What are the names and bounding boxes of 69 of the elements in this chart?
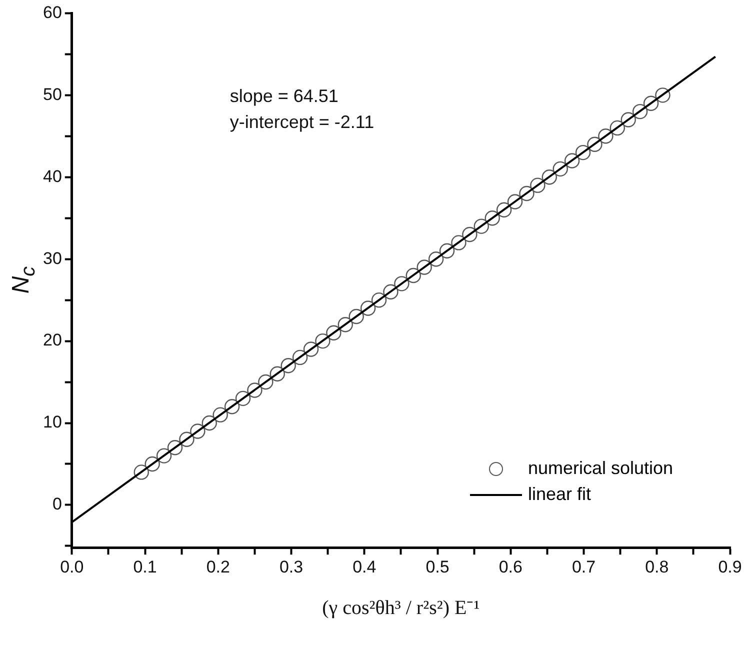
x-tick-label: 0.9 bbox=[718, 557, 742, 576]
x-tick-label: 0.5 bbox=[426, 557, 450, 576]
point bbox=[134, 464, 149, 480]
x-tick-label: 0.7 bbox=[572, 557, 596, 576]
point bbox=[315, 333, 330, 349]
point bbox=[632, 104, 648, 120]
point bbox=[439, 243, 455, 258]
y-tick-label: 60 bbox=[42, 2, 62, 22]
point bbox=[383, 284, 398, 300]
point bbox=[348, 308, 364, 324]
y-tick-label: 0 bbox=[52, 494, 62, 514]
point bbox=[474, 218, 489, 234]
point bbox=[224, 399, 240, 414]
point bbox=[326, 325, 342, 340]
point bbox=[575, 144, 591, 160]
point bbox=[507, 194, 523, 210]
point bbox=[235, 390, 251, 406]
x-tick-label: 0.3 bbox=[279, 557, 304, 576]
point bbox=[643, 96, 659, 111]
x-tick-label: 0.6 bbox=[498, 557, 522, 576]
point bbox=[338, 317, 353, 332]
point bbox=[270, 366, 285, 382]
point bbox=[303, 342, 319, 357]
point bbox=[451, 235, 466, 250]
point bbox=[519, 186, 534, 202]
point bbox=[598, 128, 614, 144]
point bbox=[144, 456, 160, 472]
point bbox=[190, 424, 206, 439]
point bbox=[530, 178, 546, 193]
y-tick-label: 20 bbox=[42, 330, 62, 350]
point bbox=[610, 120, 625, 136]
point bbox=[462, 226, 478, 242]
point bbox=[212, 407, 228, 422]
point bbox=[484, 210, 500, 226]
point bbox=[156, 448, 172, 464]
point bbox=[564, 153, 580, 168]
point bbox=[587, 136, 602, 152]
point bbox=[406, 268, 421, 284]
point bbox=[496, 202, 512, 218]
legend-label: linear fit bbox=[528, 484, 592, 506]
annotation: slope = 64.51 bbox=[230, 85, 338, 108]
y-tick-label: 30 bbox=[42, 248, 62, 268]
x-tick-label: 0.2 bbox=[206, 557, 230, 576]
point bbox=[280, 358, 296, 374]
point bbox=[179, 432, 194, 448]
point bbox=[258, 374, 274, 390]
x-tick-label: 0.1 bbox=[133, 557, 157, 576]
annotation: y-intercept = -2.11 bbox=[230, 111, 374, 134]
point bbox=[247, 382, 262, 398]
point bbox=[202, 415, 217, 431]
point bbox=[416, 260, 432, 275]
point bbox=[655, 88, 670, 103]
point bbox=[371, 292, 387, 308]
point bbox=[620, 112, 636, 128]
x-tick-label: 0.8 bbox=[645, 557, 669, 576]
point bbox=[360, 300, 376, 316]
legend-label: numerical solution bbox=[528, 458, 674, 480]
y-tick-label: 10 bbox=[42, 412, 62, 432]
x-tick-label: 0.0 bbox=[60, 557, 84, 576]
y-tick-label: 40 bbox=[42, 166, 62, 186]
point bbox=[167, 440, 183, 456]
x-tick-label: 0.4 bbox=[352, 557, 376, 576]
point bbox=[542, 170, 557, 185]
point bbox=[428, 251, 444, 267]
point bbox=[394, 276, 410, 292]
point bbox=[552, 161, 568, 177]
x-axis-title: (γ cos²θh³ / r²s²) E⁻¹ bbox=[322, 596, 480, 620]
y-tick-label: 50 bbox=[42, 84, 62, 104]
point bbox=[292, 350, 308, 366]
